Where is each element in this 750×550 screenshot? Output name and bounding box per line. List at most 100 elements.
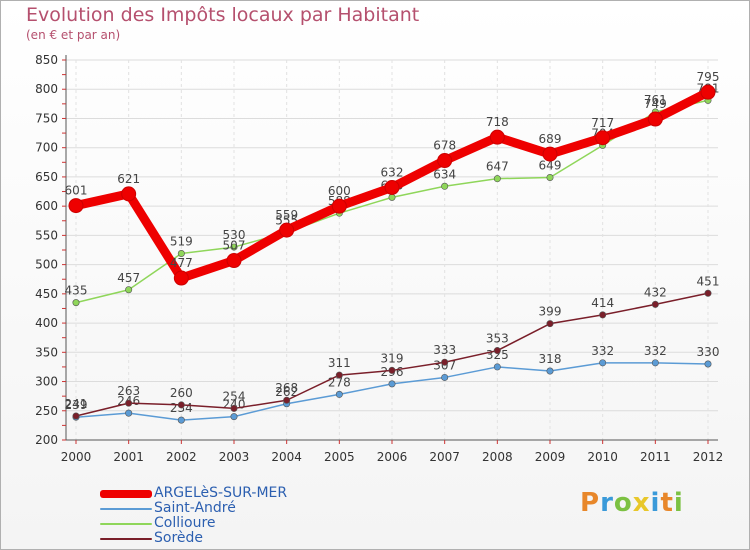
data-label: 241 bbox=[65, 397, 88, 411]
data-label: 263 bbox=[117, 384, 140, 398]
data-point bbox=[230, 243, 238, 251]
data-label: 634 bbox=[433, 167, 456, 181]
y-tick-label: 700 bbox=[35, 141, 58, 155]
data-point bbox=[704, 289, 712, 297]
data-label: 414 bbox=[591, 296, 614, 310]
data-point bbox=[651, 300, 659, 308]
data-point bbox=[704, 360, 712, 368]
y-tick-label: 200 bbox=[35, 433, 58, 447]
logo-letter: r bbox=[600, 488, 614, 518]
data-point bbox=[647, 111, 663, 127]
data-point bbox=[441, 358, 449, 366]
data-label: 530 bbox=[223, 228, 246, 242]
legend-swatch-collioure bbox=[100, 523, 152, 525]
data-label: 254 bbox=[223, 389, 246, 403]
data-label: 318 bbox=[539, 352, 562, 366]
legend-swatch-argeles bbox=[100, 490, 152, 498]
x-tick-label: 2009 bbox=[535, 450, 566, 464]
logo-letter: i bbox=[673, 488, 684, 518]
logo-letter: o bbox=[613, 488, 633, 518]
data-label: 600 bbox=[328, 184, 351, 198]
data-point bbox=[331, 198, 347, 214]
data-point bbox=[595, 130, 611, 146]
data-label: 353 bbox=[486, 332, 509, 346]
data-label: 239 bbox=[65, 398, 88, 412]
legend-label-sorede: Sorède bbox=[154, 530, 204, 546]
data-label: 749 bbox=[644, 97, 667, 111]
legend-swatch-sorede bbox=[100, 538, 152, 540]
chart-title: Evolution des Impôts locaux par Habitant bbox=[26, 4, 420, 26]
x-tick-label: 2012 bbox=[693, 450, 724, 464]
y-tick-label: 550 bbox=[35, 228, 58, 242]
x-tick-label: 2002 bbox=[166, 450, 197, 464]
data-point bbox=[72, 412, 80, 420]
x-tick-label: 2011 bbox=[640, 450, 671, 464]
data-point bbox=[283, 396, 291, 404]
x-tick-label: 2010 bbox=[587, 450, 618, 464]
y-tick-label: 300 bbox=[35, 375, 58, 389]
data-label: 477 bbox=[170, 256, 193, 270]
data-point bbox=[72, 299, 80, 307]
data-label: 268 bbox=[275, 381, 298, 395]
data-label: 559 bbox=[275, 208, 298, 222]
logo-letter: t bbox=[660, 488, 674, 518]
x-tick-label: 2001 bbox=[113, 450, 144, 464]
x-tick-label: 2008 bbox=[482, 450, 513, 464]
legend-swatch-saint-andre bbox=[100, 508, 152, 510]
data-point bbox=[441, 182, 449, 190]
y-tick-label: 600 bbox=[35, 199, 58, 213]
data-point bbox=[173, 270, 189, 286]
data-point bbox=[493, 363, 501, 371]
y-tick-label: 800 bbox=[35, 82, 58, 96]
legend-label-argeles: ARGELèS-SUR-MER bbox=[154, 485, 288, 501]
data-point bbox=[230, 404, 238, 412]
y-tick-label: 400 bbox=[35, 316, 58, 330]
data-label: 399 bbox=[539, 305, 562, 319]
data-label: 432 bbox=[644, 285, 667, 299]
data-label: 262 bbox=[275, 385, 298, 399]
data-label: 332 bbox=[591, 344, 614, 358]
data-label: 689 bbox=[539, 132, 562, 146]
data-label: 761 bbox=[644, 93, 667, 107]
data-label: 332 bbox=[644, 344, 667, 358]
x-tick-label: 2006 bbox=[377, 450, 408, 464]
data-point bbox=[121, 186, 137, 202]
data-point bbox=[177, 401, 185, 409]
data-label: 319 bbox=[381, 351, 404, 365]
data-label: 647 bbox=[486, 160, 509, 174]
data-point bbox=[599, 359, 607, 367]
legend-label-saint-andre: Saint-André bbox=[154, 500, 236, 516]
data-label: 601 bbox=[65, 184, 88, 198]
data-point bbox=[388, 380, 396, 388]
x-tick-label: 2000 bbox=[61, 450, 92, 464]
data-label: 795 bbox=[697, 70, 720, 84]
y-tick-label: 850 bbox=[35, 53, 58, 67]
data-point bbox=[651, 359, 659, 367]
data-point bbox=[68, 198, 84, 214]
data-label: 519 bbox=[170, 235, 193, 249]
logo-letter: i bbox=[650, 488, 661, 518]
data-point bbox=[546, 367, 554, 375]
x-tick-label: 2003 bbox=[219, 450, 250, 464]
data-point bbox=[335, 371, 343, 379]
chart-subtitle: (en € et par an) bbox=[26, 28, 121, 42]
data-point bbox=[177, 250, 185, 258]
data-label: 330 bbox=[697, 345, 720, 359]
data-label: 507 bbox=[223, 239, 246, 253]
data-point bbox=[441, 373, 449, 381]
data-label: 451 bbox=[697, 274, 720, 288]
x-tick-label: 2007 bbox=[429, 450, 460, 464]
data-label: 718 bbox=[486, 115, 509, 129]
data-point bbox=[493, 347, 501, 355]
data-point bbox=[230, 413, 238, 421]
data-point bbox=[125, 286, 133, 294]
data-label: 649 bbox=[539, 159, 562, 173]
proxiti-logo: Proxiti bbox=[580, 488, 684, 518]
y-tick-label: 500 bbox=[35, 258, 58, 272]
data-point bbox=[125, 399, 133, 407]
data-point bbox=[177, 416, 185, 424]
data-label: 435 bbox=[65, 284, 88, 298]
y-tick-label: 650 bbox=[35, 170, 58, 184]
legend-label-collioure: Collioure bbox=[154, 515, 216, 531]
data-point bbox=[437, 153, 453, 169]
